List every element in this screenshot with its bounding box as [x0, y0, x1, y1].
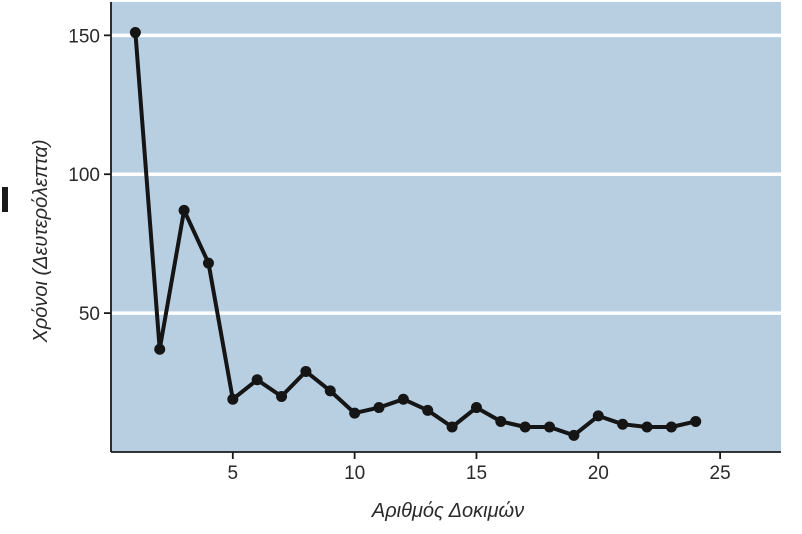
x-tick-label-15: 15 [466, 463, 487, 484]
data-point-21 [617, 418, 629, 430]
data-point-3 [178, 204, 190, 216]
data-point-14 [446, 421, 458, 433]
x-tick-label-20: 20 [588, 463, 609, 484]
x-tick-label-5: 5 [228, 463, 239, 484]
data-point-1 [129, 27, 141, 39]
data-point-16 [495, 415, 507, 427]
data-point-13 [422, 404, 434, 416]
data-point-18 [544, 421, 556, 433]
data-series [129, 27, 702, 441]
y-tick-label-100: 100 [68, 165, 100, 186]
left-edge-mark [2, 187, 8, 212]
data-point-19 [568, 429, 580, 441]
axis-ticks: 50 100 150 5 10 15 20 25 [68, 26, 730, 484]
grid-lines [111, 33, 781, 315]
data-point-22 [641, 421, 653, 433]
data-point-5 [227, 393, 239, 405]
data-point-11 [373, 402, 385, 414]
data-point-7 [276, 390, 288, 402]
data-point-2 [154, 343, 166, 355]
plot-background [111, 2, 781, 452]
data-point-6 [251, 374, 263, 386]
data-point-12 [397, 393, 409, 405]
data-point-4 [202, 257, 214, 269]
data-point-17 [519, 421, 531, 433]
data-point-9 [324, 385, 336, 397]
x-tick-label-10: 10 [344, 463, 365, 484]
data-point-8 [300, 365, 312, 377]
y-tick-label-50: 50 [79, 304, 100, 325]
data-point-10 [349, 407, 361, 419]
data-point-24 [690, 415, 702, 427]
y-axis-title: Χρόνοι (Δευτερόλεπτα) [30, 139, 52, 343]
data-point-23 [665, 421, 677, 433]
y-tick-label-150: 150 [68, 26, 100, 47]
data-point-20 [592, 410, 604, 422]
data-point-15 [470, 402, 482, 414]
x-axis-title: Αριθμός Δοκιμών [371, 500, 524, 522]
x-tick-label-25: 25 [710, 463, 731, 484]
